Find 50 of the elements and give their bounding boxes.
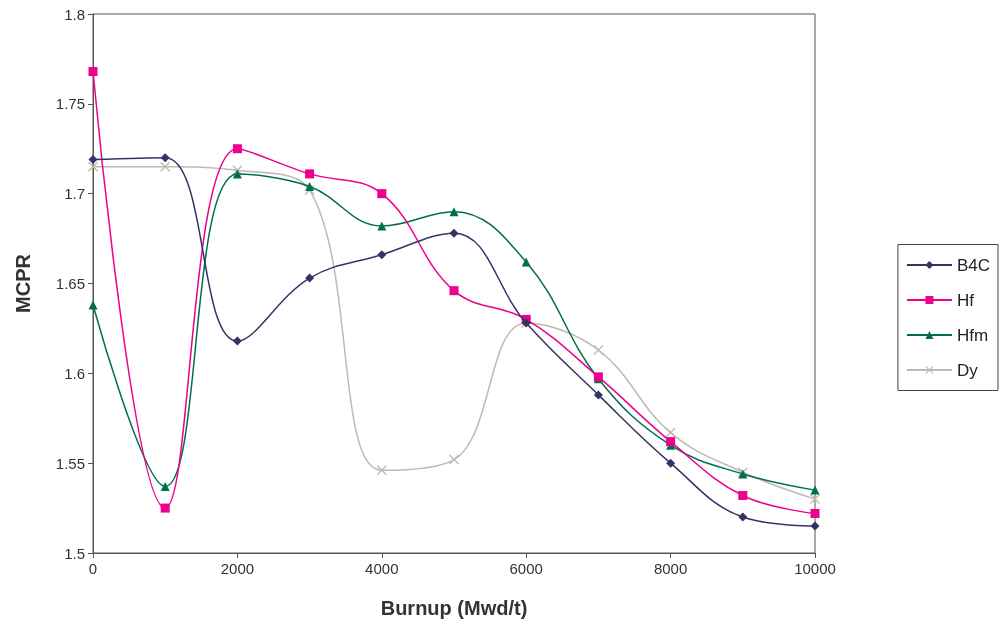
- point: [232, 336, 242, 346]
- point: [810, 485, 820, 495]
- y-tick-label: 1.8: [64, 5, 85, 23]
- point: [88, 161, 98, 172]
- x-tick-label: 8000: [653, 560, 688, 577]
- point: [160, 153, 170, 163]
- point: [377, 250, 387, 260]
- x-tick-label: 2000: [220, 560, 255, 577]
- point: [88, 66, 98, 76]
- point: [88, 155, 98, 165]
- point: [305, 181, 315, 191]
- y-tick-label: 1.7: [64, 185, 85, 203]
- point: [88, 300, 98, 310]
- y-tick-label: 1.5: [64, 544, 85, 562]
- point: [376, 465, 387, 476]
- point: [232, 144, 242, 154]
- point: [665, 427, 676, 438]
- point: [810, 521, 820, 531]
- point: [305, 169, 315, 179]
- point: [305, 273, 315, 283]
- y-tick-label: 1.6: [64, 364, 85, 382]
- legend-label: B4C: [956, 255, 991, 275]
- point: [160, 503, 170, 513]
- legend-label: Dy: [956, 360, 979, 380]
- point: [160, 161, 171, 172]
- point: [666, 458, 676, 468]
- legend-label: Hf: [956, 290, 975, 310]
- point: [377, 221, 387, 231]
- point: [377, 189, 387, 199]
- point: [738, 512, 748, 522]
- y-tick-label: 1.65: [55, 275, 85, 292]
- y-axis-title: MCPR: [12, 253, 34, 313]
- x-axis-title: Burnup (Mwd/t): [380, 597, 528, 619]
- point: [160, 482, 170, 492]
- x-tick-label: 10000: [794, 560, 836, 577]
- point: [810, 508, 820, 518]
- point: [593, 344, 604, 355]
- legend-label: Hfm: [956, 325, 989, 345]
- point: [738, 491, 748, 501]
- x-tick-label: 4000: [365, 560, 399, 577]
- point: [449, 286, 459, 296]
- point: [449, 228, 459, 238]
- point: [593, 390, 603, 400]
- x-tick-label: 6000: [509, 560, 543, 577]
- y-tick-label: 1.75: [55, 95, 85, 113]
- point: [449, 207, 459, 217]
- x-tick-label: 0: [88, 560, 98, 577]
- point: [449, 454, 459, 465]
- y-tick-label: 1.55: [55, 454, 85, 472]
- point: [810, 494, 820, 505]
